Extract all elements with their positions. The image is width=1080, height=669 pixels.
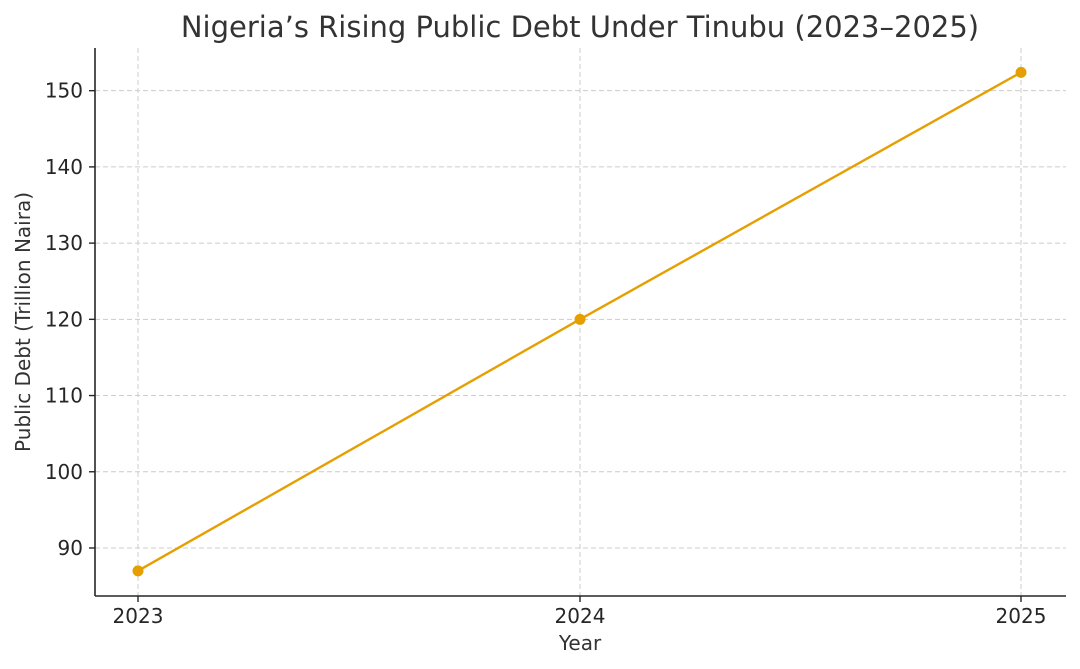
y-tick-label: 130	[45, 231, 83, 255]
y-tick-label: 90	[58, 536, 83, 560]
x-axis-label: Year	[558, 631, 602, 655]
y-tick-label: 140	[45, 155, 83, 179]
y-tick-label: 150	[45, 79, 83, 103]
chart-title: Nigeria’s Rising Public Debt Under Tinub…	[181, 10, 979, 44]
data-series	[132, 66, 1027, 577]
y-tick-label: 100	[45, 460, 83, 484]
y-tick-label: 110	[45, 384, 83, 408]
x-axis-ticks: 2023 2024 2025	[113, 596, 1047, 628]
data-point-marker	[132, 565, 144, 577]
x-tick-label: 2024	[555, 604, 606, 628]
data-point-marker	[1015, 66, 1027, 78]
y-axis-ticks: 90 100 110 120 130 140 150	[45, 79, 95, 560]
grid-lines	[95, 48, 1066, 596]
y-tick-label: 120	[45, 307, 83, 331]
x-tick-label: 2023	[113, 604, 164, 628]
data-point-marker	[574, 313, 586, 325]
y-axis-label: Public Debt (Trillion Naira)	[11, 192, 35, 452]
x-tick-label: 2025	[996, 604, 1047, 628]
